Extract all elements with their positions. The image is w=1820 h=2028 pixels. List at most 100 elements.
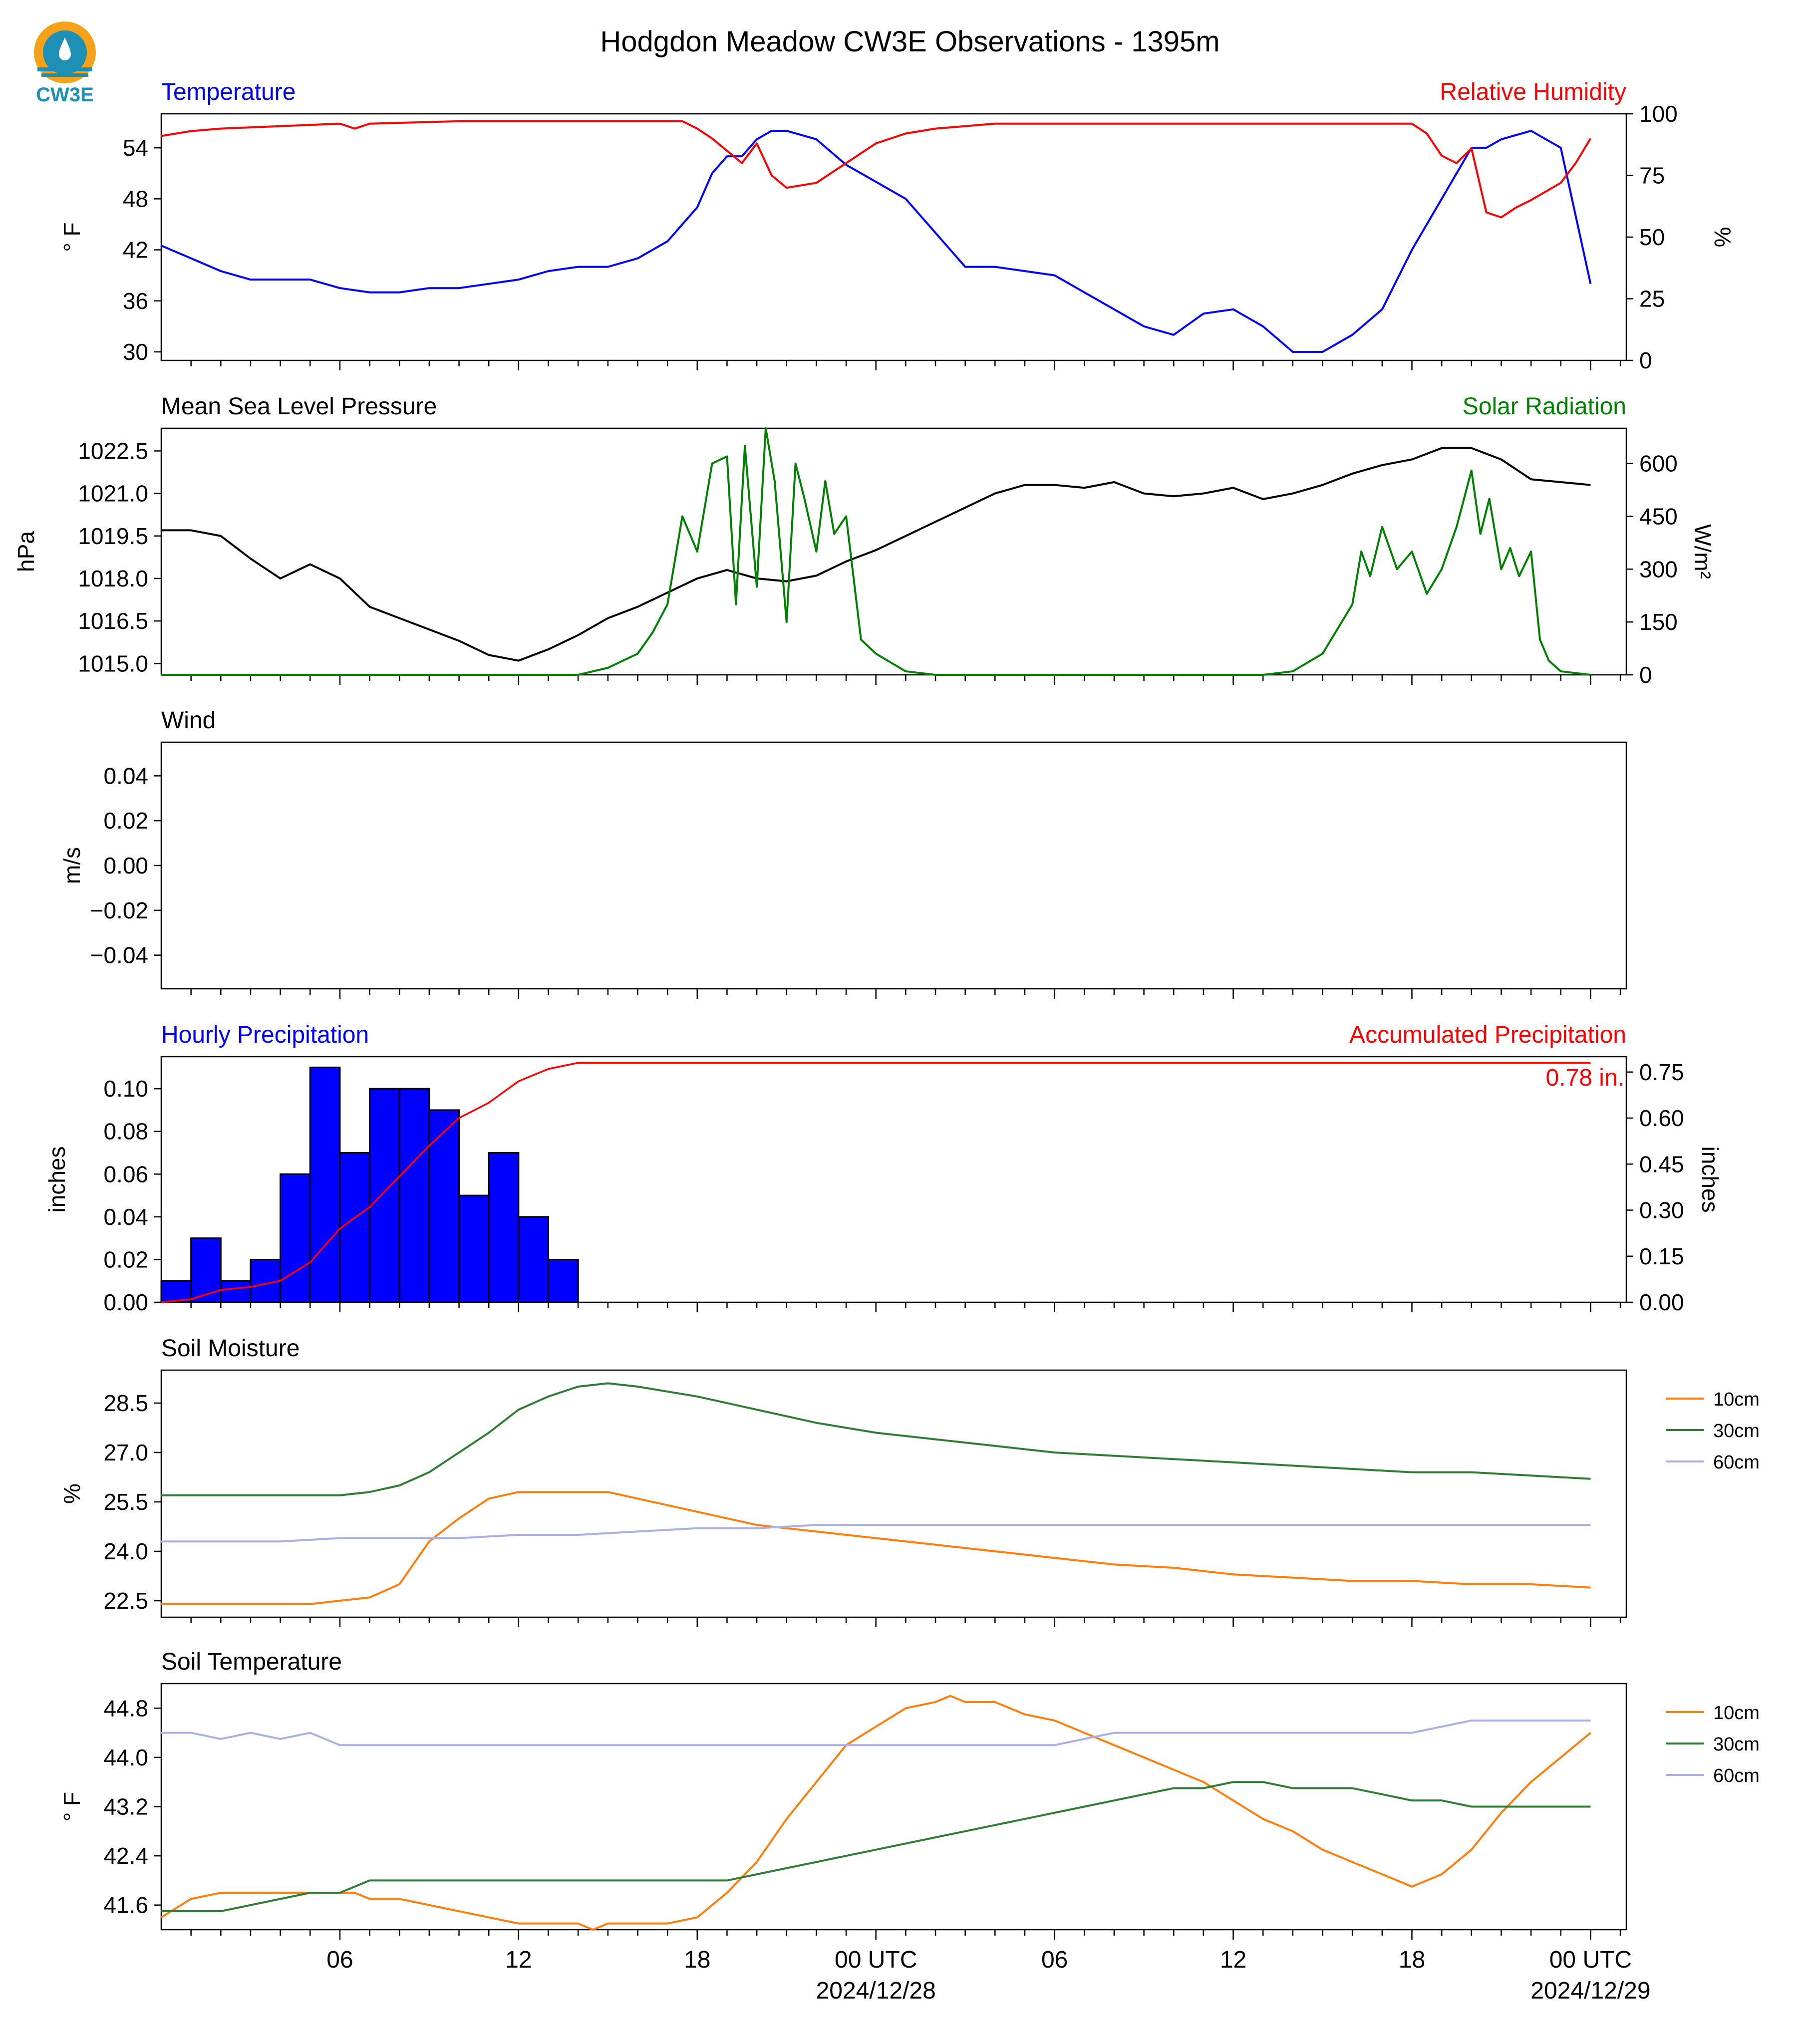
y2-tick-label: 0.30 bbox=[1639, 1197, 1684, 1223]
y2-tick-label: 0.45 bbox=[1639, 1151, 1684, 1177]
panel-title-left: Soil Temperature bbox=[161, 1649, 342, 1675]
plot-frame bbox=[160, 427, 1627, 676]
y-tick-label: 1016.5 bbox=[78, 608, 148, 634]
series-temp bbox=[161, 130, 1592, 353]
plot-frame bbox=[160, 1683, 1627, 1931]
precip-bar bbox=[280, 1173, 311, 1303]
y-tick-label: −0.04 bbox=[90, 942, 148, 968]
y-axis-label: hPa bbox=[13, 531, 39, 572]
legend-label-s60: 60cm bbox=[1713, 1765, 1760, 1786]
y-axis-label: m/s bbox=[59, 847, 85, 884]
y-axis-label: % bbox=[59, 1483, 85, 1504]
y-tick-label: 0.02 bbox=[103, 1246, 148, 1272]
series-s30 bbox=[161, 1781, 1591, 1913]
precip-bar bbox=[548, 1258, 579, 1303]
series-s10 bbox=[161, 1491, 1591, 1605]
y-tick-label: 25.5 bbox=[103, 1489, 148, 1515]
x-tick-label: 06 bbox=[1041, 1947, 1068, 1973]
precip-bar bbox=[339, 1152, 371, 1303]
y2-tick-label: 0 bbox=[1639, 347, 1652, 373]
plot-frame bbox=[160, 1056, 1627, 1303]
y2-axis-label: % bbox=[1710, 227, 1736, 248]
panel-6: Soil Temperature 41.6 42.4 43.2 44.0 44.8 ° F 1… bbox=[59, 1649, 1760, 1940]
panels: Temperature Relative Humidity 30 36 42 48 54 ° … bbox=[13, 79, 1760, 2004]
accum-annotation: 0.78 in. bbox=[1546, 1065, 1624, 1091]
panel-title-right: Accumulated Precipitation bbox=[1349, 1022, 1626, 1048]
y-tick-label: 1019.5 bbox=[78, 523, 148, 549]
y-tick-label: 48 bbox=[123, 186, 148, 212]
precip-bar bbox=[488, 1152, 520, 1303]
y2-tick-label: 0 bbox=[1639, 662, 1652, 688]
y2-tick-label: 100 bbox=[1639, 101, 1678, 127]
plot-frame bbox=[160, 741, 1627, 990]
panel-2: Mean Sea Level Pressure Solar Radiation 10… bbox=[13, 393, 1716, 688]
y-tick-label: 24.0 bbox=[103, 1538, 148, 1564]
y2-tick-label: 300 bbox=[1639, 556, 1678, 582]
y-tick-label: 0.00 bbox=[103, 853, 148, 878]
y-tick-label: 41.6 bbox=[103, 1892, 148, 1918]
panel-4: Hourly Precipitation Accumulated Precipit… bbox=[44, 1022, 1723, 1315]
x-tick-label: 12 bbox=[1220, 1947, 1246, 1973]
series-s60 bbox=[161, 1524, 1591, 1543]
precip-bar bbox=[398, 1088, 430, 1303]
x-tick-label: 00 UTC bbox=[835, 1947, 917, 1973]
logo-text: CW3E bbox=[36, 84, 94, 105]
precip-bar bbox=[428, 1109, 460, 1303]
y2-tick-label: 450 bbox=[1639, 503, 1678, 529]
series-s60 bbox=[161, 1719, 1591, 1746]
x-tick-label: 18 bbox=[1399, 1947, 1425, 1973]
legend-label-s10: 10cm bbox=[1713, 1703, 1760, 1724]
plot-frame bbox=[160, 1369, 1627, 1618]
x-tick-label: 18 bbox=[684, 1947, 710, 1973]
panel-title-left: Hourly Precipitation bbox=[161, 1022, 369, 1048]
y2-tick-label: 75 bbox=[1639, 163, 1665, 189]
y-tick-label: 1022.5 bbox=[78, 438, 148, 464]
panel-title-left: Mean Sea Level Pressure bbox=[161, 393, 437, 420]
y-axis-label: ° F bbox=[59, 1792, 85, 1821]
y-tick-label: 0.04 bbox=[103, 763, 148, 789]
cw3e-logo: CW3E bbox=[27, 17, 102, 106]
panel-title-left: Wind bbox=[161, 707, 216, 734]
y-tick-label: 0.10 bbox=[103, 1076, 148, 1102]
series-rh bbox=[161, 120, 1592, 219]
y2-tick-label: 0.75 bbox=[1639, 1059, 1684, 1085]
precip-bar bbox=[309, 1066, 341, 1303]
y-tick-label: 0.08 bbox=[103, 1119, 148, 1145]
panel-title-left: Soil Moisture bbox=[161, 1335, 300, 1362]
y-tick-label: 43.2 bbox=[103, 1794, 148, 1820]
panel-5: Soil Moisture 22.5 24.0 25.5 27.0 28.5% 10cm 30… bbox=[59, 1335, 1760, 1627]
panel-1: Temperature Relative Humidity 30 36 42 48 54 ° … bbox=[59, 79, 1736, 373]
y2-tick-label: 600 bbox=[1639, 451, 1678, 477]
y-tick-label: 1021.0 bbox=[78, 481, 148, 507]
panel-title-left: Temperature bbox=[161, 79, 296, 105]
series-solar bbox=[161, 427, 1591, 676]
legend-label-s30: 30cm bbox=[1713, 1421, 1760, 1442]
y2-tick-label: 0.15 bbox=[1639, 1243, 1684, 1269]
panel-title-right: Relative Humidity bbox=[1440, 79, 1626, 105]
y-tick-label: 22.5 bbox=[103, 1588, 148, 1614]
series-pres bbox=[161, 447, 1591, 662]
x-tick-label: 00 UTC bbox=[1549, 1947, 1632, 1973]
precip-bar bbox=[518, 1216, 550, 1303]
plot-frame bbox=[160, 113, 1627, 361]
y2-tick-label: 0.60 bbox=[1639, 1105, 1684, 1131]
y2-tick-label: 25 bbox=[1639, 286, 1665, 312]
y2-tick-label: 0.00 bbox=[1639, 1289, 1684, 1315]
y2-axis-label: inches bbox=[1697, 1147, 1723, 1213]
y-tick-label: 1015.0 bbox=[78, 650, 148, 676]
y-tick-label: 27.0 bbox=[103, 1440, 148, 1465]
legend-label-s30: 30cm bbox=[1713, 1734, 1760, 1755]
y2-tick-label: 150 bbox=[1639, 609, 1678, 635]
y-tick-label: 54 bbox=[123, 135, 148, 161]
y-tick-label: 0.00 bbox=[103, 1289, 148, 1315]
x-tick-date-label: 2024/12/28 bbox=[816, 1978, 936, 2004]
panel-title-right: Solar Radiation bbox=[1463, 393, 1626, 420]
y-axis-label: ° F bbox=[59, 222, 85, 252]
y-axis-label: inches bbox=[44, 1147, 70, 1213]
precip-bar bbox=[458, 1194, 490, 1303]
y-tick-label: 0.06 bbox=[103, 1161, 148, 1187]
y-tick-label: 0.04 bbox=[103, 1204, 148, 1230]
y2-axis-label: W/m² bbox=[1690, 524, 1716, 579]
y-tick-label: −0.02 bbox=[90, 897, 148, 923]
